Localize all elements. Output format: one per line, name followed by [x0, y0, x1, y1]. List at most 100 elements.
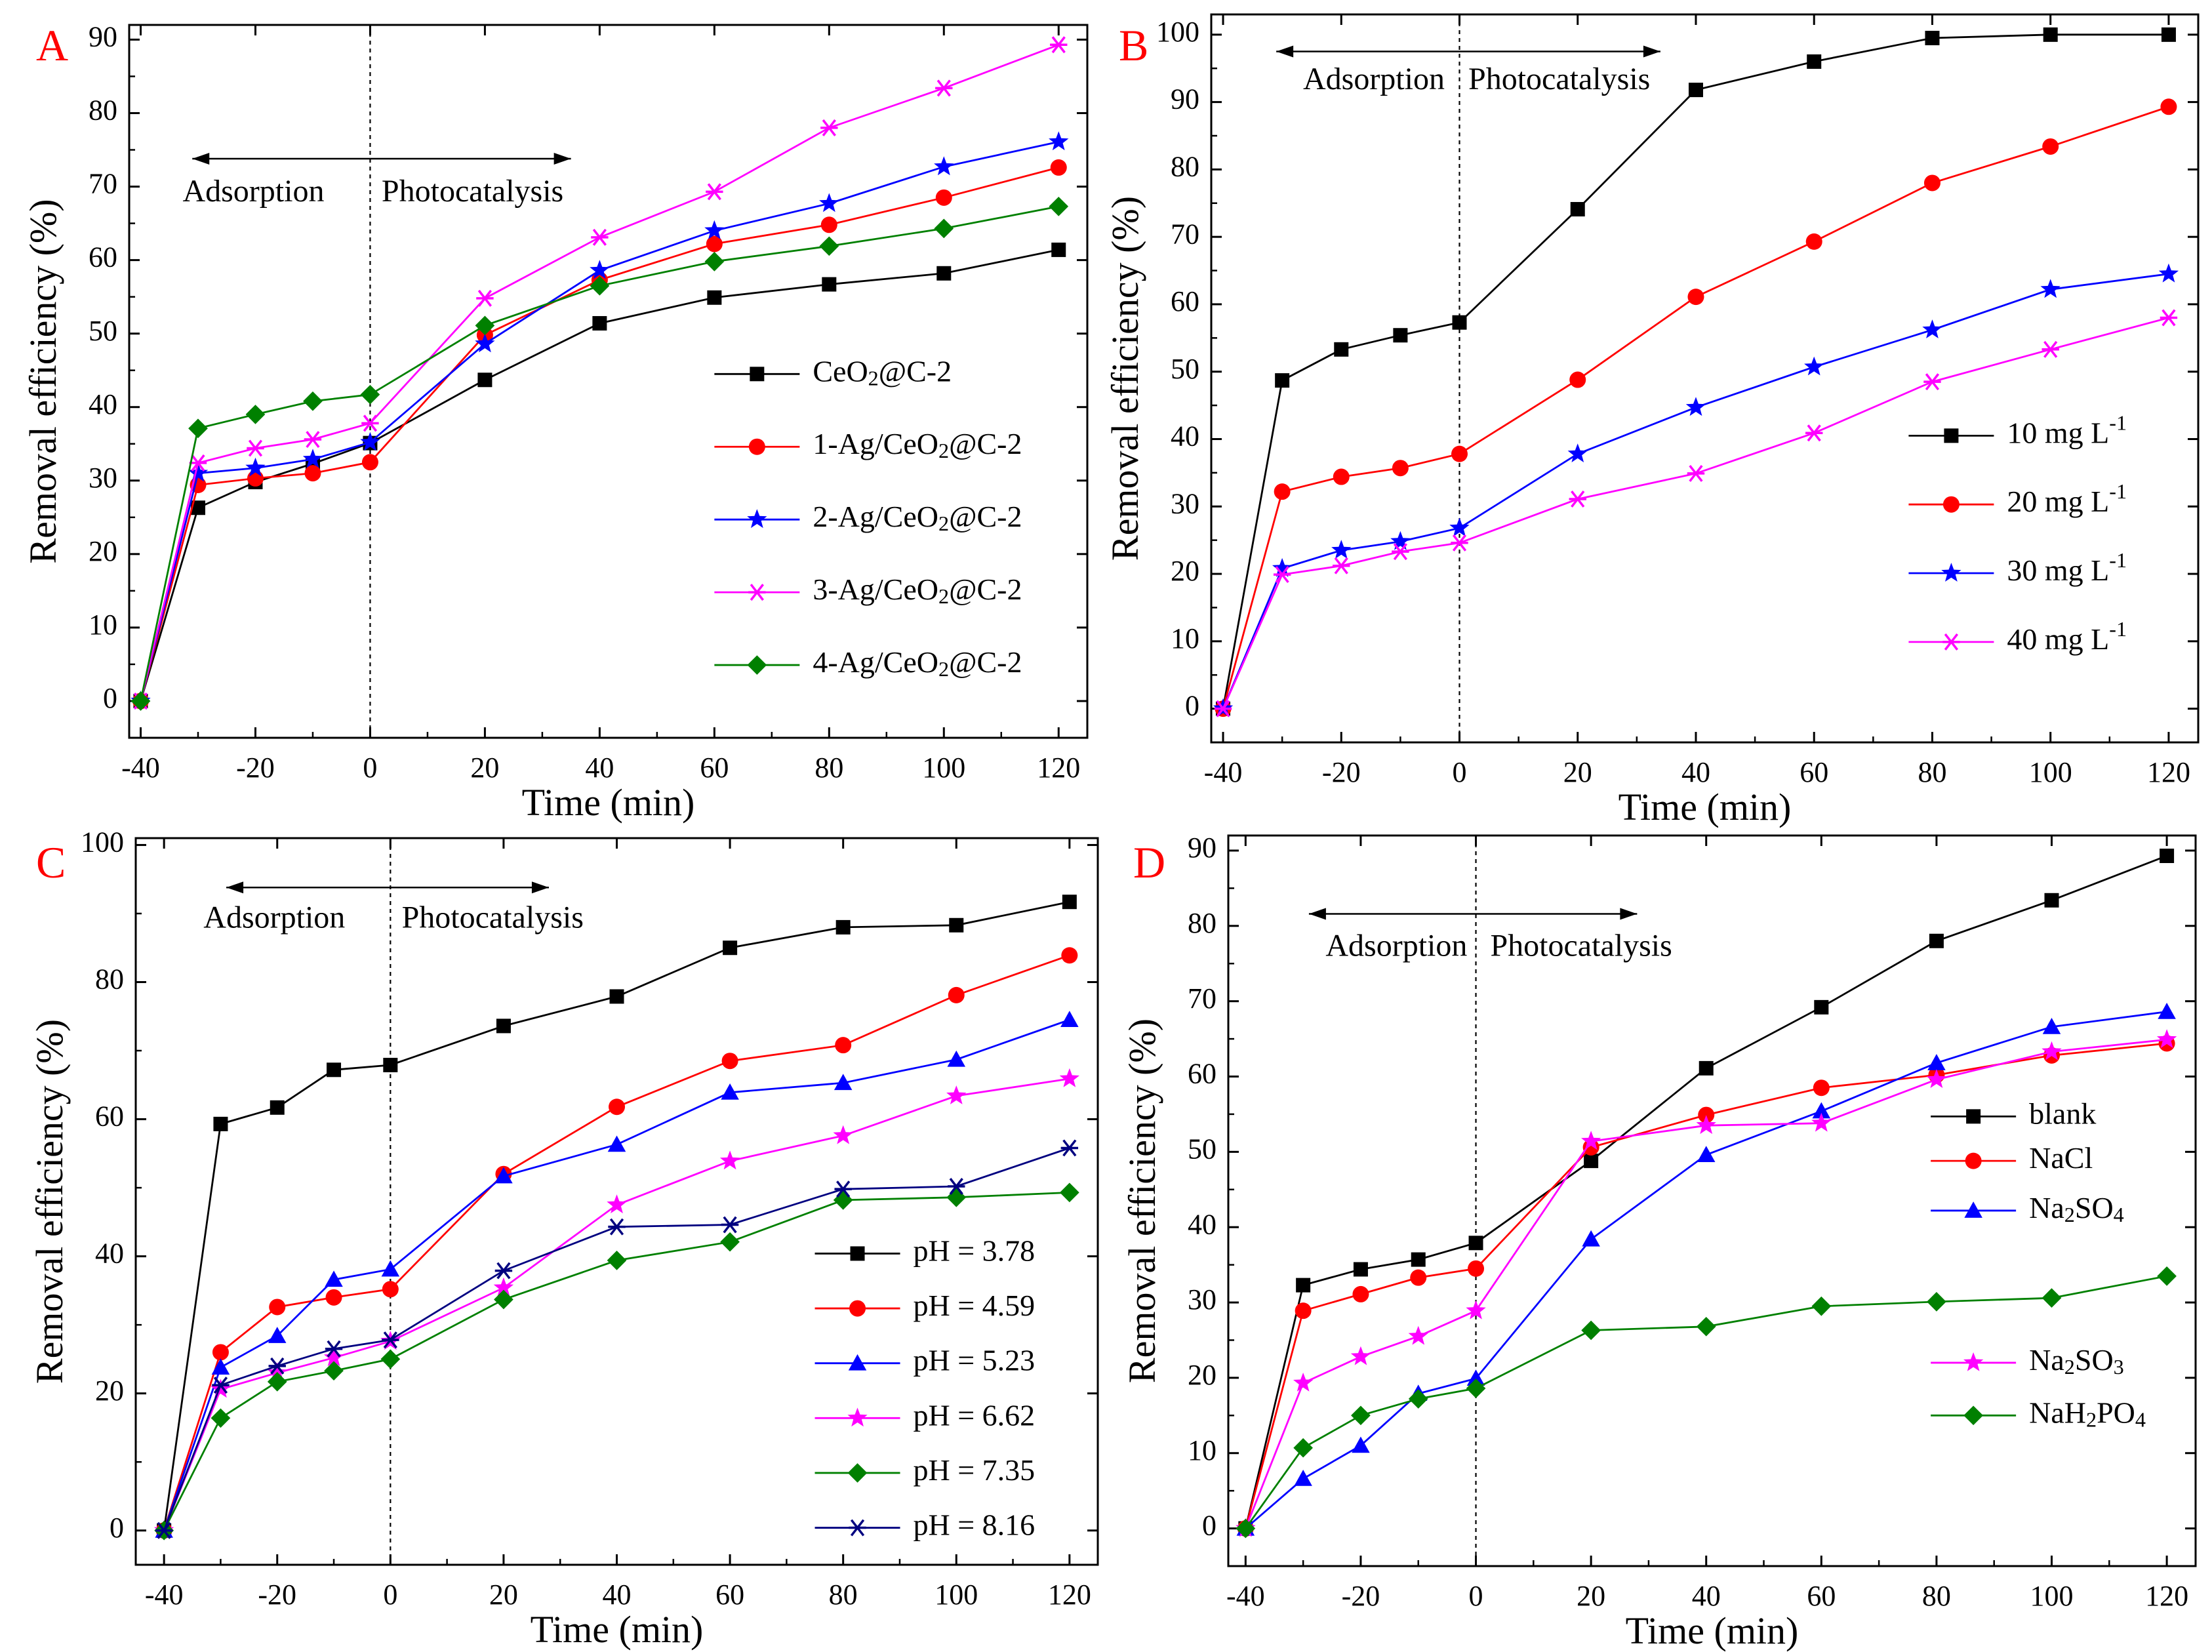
y-tick-label: 30 — [1171, 487, 1199, 519]
data-point — [1570, 202, 1585, 217]
data-point — [211, 1358, 230, 1375]
data-point — [934, 156, 954, 176]
data-point — [2160, 849, 2175, 864]
data-point — [1805, 424, 1823, 442]
data-point — [2161, 27, 2176, 42]
x-tick-label: 60 — [1807, 1580, 1836, 1612]
y-tick-label: 80 — [1171, 150, 1199, 182]
data-point — [1925, 30, 1940, 45]
data-point — [833, 1125, 853, 1144]
data-point — [1295, 1302, 1312, 1320]
data-point — [1813, 1079, 1830, 1097]
y-tick-label: 60 — [95, 1100, 124, 1133]
data-point — [383, 1057, 398, 1072]
data-point — [494, 1289, 513, 1310]
legend-marker — [1944, 428, 1959, 443]
data-point — [590, 275, 610, 296]
legend-label: Na2SO3 — [2029, 1342, 2124, 1379]
data-point — [1350, 1346, 1371, 1365]
data-point — [1060, 1011, 1079, 1027]
data-point — [1466, 1300, 1486, 1320]
legend-label: blank — [2029, 1097, 2096, 1130]
x-axis-label: Time (min) — [531, 1608, 704, 1651]
y-tick-label: 20 — [1188, 1359, 1217, 1391]
adsorption-label: Adsorption — [203, 900, 345, 935]
y-tick-label: 40 — [1188, 1208, 1217, 1240]
data-point — [1294, 1470, 1312, 1486]
legend-marker — [1963, 1352, 1984, 1371]
x-tick-label: 100 — [935, 1579, 978, 1611]
y-tick-label: 40 — [89, 388, 117, 420]
data-point — [2158, 263, 2179, 283]
data-point — [1451, 534, 1468, 552]
data-point — [324, 1361, 344, 1381]
data-point — [948, 986, 965, 1003]
legend-label: 2-Ag/CeO2@C-2 — [813, 500, 1022, 536]
data-point — [1468, 1260, 1485, 1277]
x-tick-label: 80 — [1918, 756, 1946, 788]
panel-d: D -40 -20 0 20 40 60 80 100 120 0 10 20 30 40 50 60 70 80 9… — [1121, 832, 2197, 1652]
data-point — [1929, 933, 1944, 948]
y-tick-label: 40 — [95, 1238, 124, 1270]
x-tick-label: 40 — [603, 1579, 632, 1611]
data-point — [2158, 1002, 2176, 1019]
data-point — [1408, 1389, 1428, 1409]
x-tick-label: 0 — [363, 752, 377, 784]
data-point — [325, 1270, 343, 1287]
data-point — [1274, 483, 1291, 500]
data-point — [1049, 196, 1069, 216]
data-point — [1697, 1146, 1716, 1162]
data-point — [949, 917, 964, 933]
data-point — [1273, 566, 1291, 584]
y-tick-label: 70 — [89, 168, 117, 200]
data-point — [1698, 1106, 1715, 1123]
x-tick-label: 20 — [1577, 1580, 1605, 1612]
x-tick-label: -40 — [145, 1579, 184, 1611]
data-point — [1392, 460, 1409, 477]
data-point — [834, 1074, 853, 1091]
series-1 — [157, 895, 1077, 1538]
adsorption-label: Adsorption — [1325, 928, 1467, 963]
legend-label: pH = 6.62 — [914, 1398, 1036, 1432]
legend-label: NaH2PO4 — [2029, 1396, 2146, 1432]
data-point — [2041, 1041, 2062, 1060]
data-point — [1293, 1438, 1313, 1458]
data-point — [706, 183, 723, 201]
data-point — [819, 236, 839, 256]
x-axis-label: Time (min) — [1626, 1609, 1799, 1652]
data-point — [721, 1216, 739, 1234]
legend: 10 mg L-1 20 mg L-1 30 mg L-1 40 mg L-1 — [1908, 411, 2127, 655]
data-point — [494, 1167, 513, 1184]
legend-marker — [748, 438, 765, 455]
data-point — [592, 315, 607, 331]
data-point — [267, 1362, 287, 1382]
data-point — [607, 1135, 626, 1152]
data-point — [835, 919, 851, 935]
data-point — [1333, 468, 1350, 485]
data-point — [1410, 1269, 1427, 1286]
data-point — [1061, 947, 1078, 964]
data-point — [1352, 1285, 1369, 1302]
data-point — [1333, 557, 1350, 574]
data-point — [1926, 1069, 1947, 1088]
adsorption-label: Adsorption — [182, 174, 324, 209]
legend-label: 10 mg L-1 — [2007, 411, 2127, 449]
data-point — [382, 1331, 399, 1349]
data-point — [2042, 1017, 2061, 1034]
y-tick-label: 100 — [81, 826, 124, 858]
data-point — [493, 1277, 514, 1297]
data-point — [361, 454, 378, 471]
arrow-right-head — [1620, 908, 1638, 920]
data-point — [719, 1150, 740, 1170]
y-tick-label: 0 — [1185, 690, 1199, 722]
data-point — [325, 1340, 343, 1358]
data-point — [304, 465, 321, 482]
data-point — [496, 1018, 511, 1034]
data-point — [1923, 373, 1941, 391]
photocatalysis-label: Photocatalysis — [1490, 928, 1672, 963]
data-point — [1452, 315, 1467, 330]
photocatalysis-label: Photocatalysis — [1468, 62, 1650, 96]
data-point — [1060, 1139, 1079, 1157]
data-point — [269, 1299, 286, 1316]
data-point — [247, 470, 264, 487]
